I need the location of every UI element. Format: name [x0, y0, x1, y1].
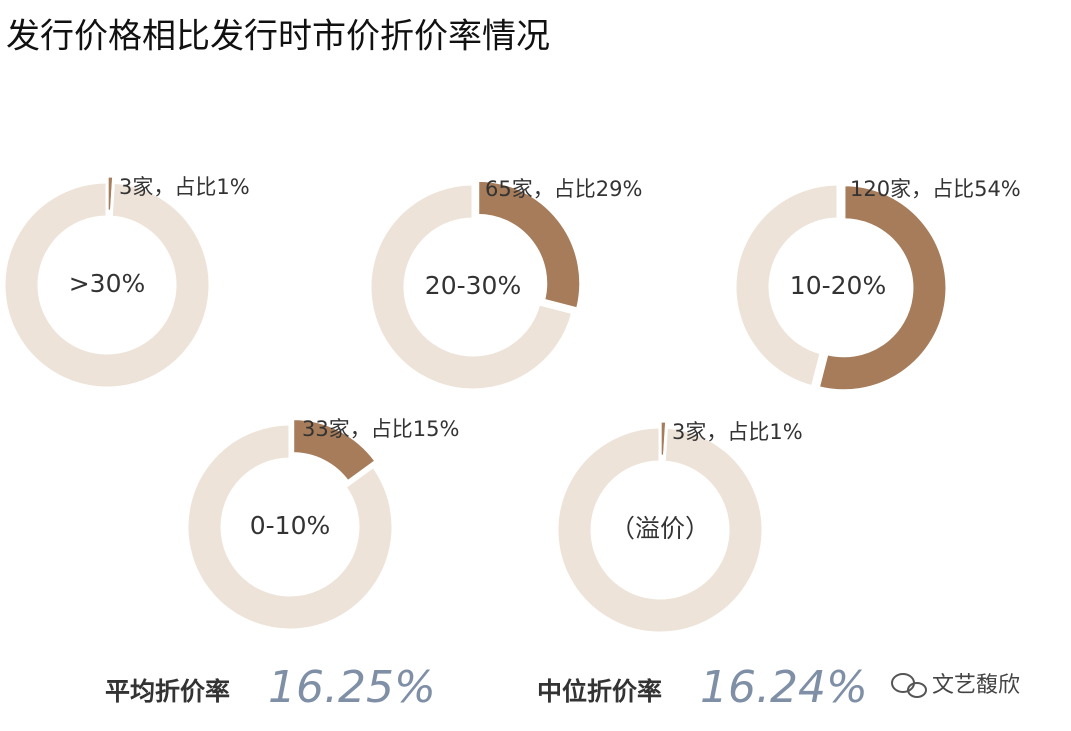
summary-value: 16.24% [700, 662, 868, 713]
summary-label: 中位折价率 [537, 677, 662, 706]
donut-slice [2, 180, 212, 390]
page-title: 发行价格相比发行时市价折价率情况 [6, 17, 550, 57]
summary-value: 16.25% [268, 662, 436, 713]
data-label: 33家，占比15% [302, 417, 459, 441]
watermark-icon [891, 673, 927, 698]
donut-slice [368, 182, 575, 392]
donut-slice [291, 417, 379, 484]
center-label: >30% [69, 269, 146, 298]
center-label: 0-10% [250, 511, 331, 540]
donut-slice [185, 422, 395, 632]
data-label: 3家，占比1% [672, 420, 803, 444]
donut-slice [733, 182, 840, 389]
donut-slice [476, 178, 583, 311]
summary-label: 平均折价率 [105, 677, 230, 706]
center-label: （溢价） [610, 514, 710, 543]
center-label: 10-20% [790, 271, 886, 300]
data-label: 120家，占比54% [850, 177, 1021, 201]
watermark: 文艺馥欣 [932, 673, 1020, 698]
donut-slice [555, 425, 765, 635]
donut-slice [816, 183, 949, 393]
data-label: 3家，占比1% [119, 175, 250, 199]
data-label: 65家，占比29% [485, 177, 642, 201]
center-label: 20-30% [425, 271, 521, 300]
